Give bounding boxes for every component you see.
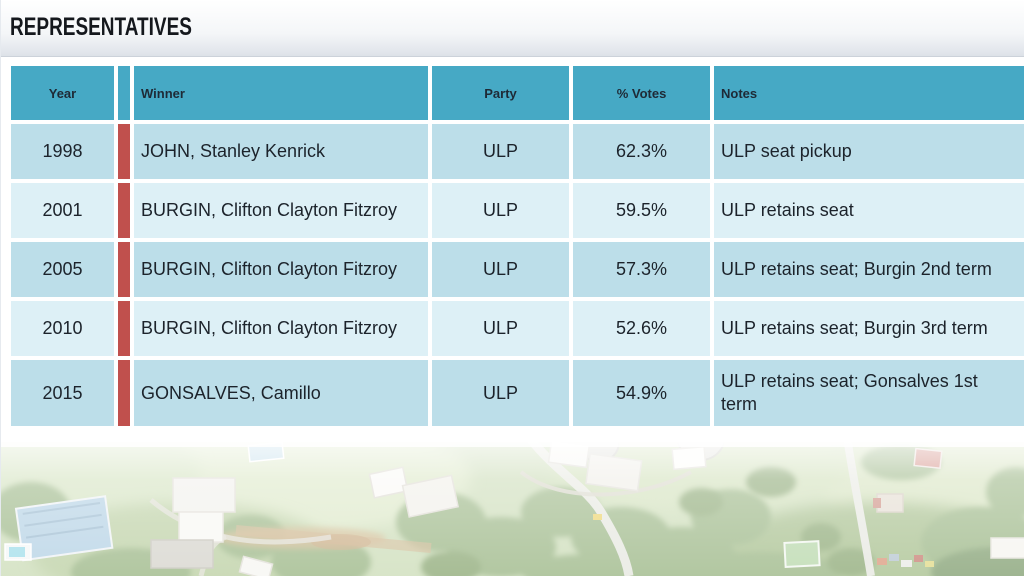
notes-cell: ULP retains seat; Burgin 2nd term — [714, 242, 1024, 297]
winner-cell: BURGIN, Clifton Clayton Fitzroy — [134, 183, 428, 238]
header-row: Year Winner Party % Votes Notes — [11, 66, 1024, 120]
votes-cell: 62.3% — [573, 124, 710, 179]
section-header: REPRESENTATIVES — [1, 0, 1024, 57]
votes-cell: 54.9% — [573, 360, 710, 426]
party-color-marker — [118, 301, 130, 356]
col-header-notes: Notes — [714, 66, 1024, 120]
party-color-marker — [118, 242, 130, 297]
notes-cell: ULP seat pickup — [714, 124, 1024, 179]
col-header-winner: Winner — [134, 66, 428, 120]
winner-cell: BURGIN, Clifton Clayton Fitzroy — [134, 242, 428, 297]
party-color-marker — [118, 124, 130, 179]
representatives-table-container: Year Winner Party % Votes Notes 1998 JOH… — [7, 62, 1024, 430]
col-header-year: Year — [11, 66, 114, 120]
table-row: 2015 GONSALVES, Camillo ULP 54.9% ULP re… — [11, 360, 1024, 426]
aerial-photo — [1, 442, 1024, 576]
votes-cell: 59.5% — [573, 183, 710, 238]
year-cell: 2010 — [11, 301, 114, 356]
representatives-table: Year Winner Party % Votes Notes 1998 JOH… — [7, 62, 1024, 430]
winner-cell: GONSALVES, Camillo — [134, 360, 428, 426]
page-title: REPRESENTATIVES — [10, 13, 192, 41]
winner-cell: BURGIN, Clifton Clayton Fitzroy — [134, 301, 428, 356]
party-cell: ULP — [432, 242, 569, 297]
table-row: 2001 BURGIN, Clifton Clayton Fitzroy ULP… — [11, 183, 1024, 238]
table-row: 2010 BURGIN, Clifton Clayton Fitzroy ULP… — [11, 301, 1024, 356]
party-color-marker — [118, 360, 130, 426]
year-cell: 2001 — [11, 183, 114, 238]
votes-cell: 52.6% — [573, 301, 710, 356]
party-color-marker — [118, 183, 130, 238]
party-cell: ULP — [432, 360, 569, 426]
party-cell: ULP — [432, 124, 569, 179]
col-header-votes: % Votes — [573, 66, 710, 120]
party-cell: ULP — [432, 183, 569, 238]
year-cell: 2005 — [11, 242, 114, 297]
notes-cell: ULP retains seat; Burgin 3rd term — [714, 301, 1024, 356]
winner-cell: JOHN, Stanley Kenrick — [134, 124, 428, 179]
table-row: 2005 BURGIN, Clifton Clayton Fitzroy ULP… — [11, 242, 1024, 297]
col-header-marker — [118, 66, 130, 120]
notes-cell: ULP retains seat; Gonsalves 1st term — [714, 360, 1024, 426]
year-cell: 1998 — [11, 124, 114, 179]
table-header: Year Winner Party % Votes Notes — [11, 66, 1024, 120]
votes-cell: 57.3% — [573, 242, 710, 297]
year-cell: 2015 — [11, 360, 114, 426]
aerial-photo-illustration — [1, 442, 1024, 576]
notes-cell: ULP retains seat — [714, 183, 1024, 238]
col-header-party: Party — [432, 66, 569, 120]
table-row: 1998 JOHN, Stanley Kenrick ULP 62.3% ULP… — [11, 124, 1024, 179]
party-cell: ULP — [432, 301, 569, 356]
representatives-table-body: 1998 JOHN, Stanley Kenrick ULP 62.3% ULP… — [11, 124, 1024, 426]
